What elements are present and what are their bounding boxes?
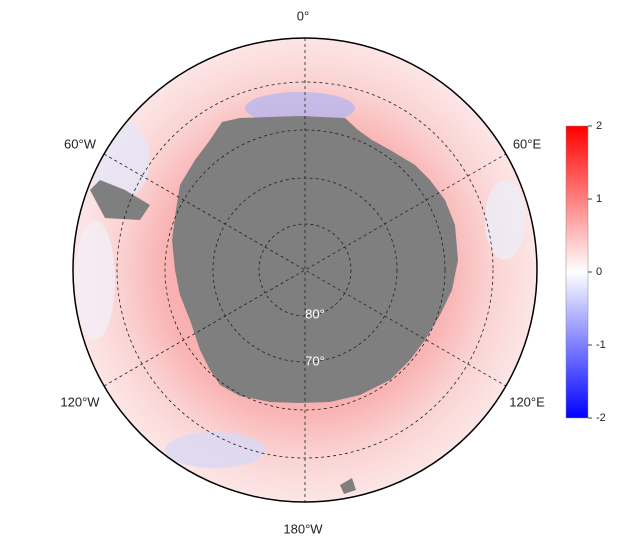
graticule xyxy=(103,38,507,502)
meridian-label: 60°E xyxy=(513,136,542,151)
meridian-label: 0° xyxy=(297,8,309,23)
latitude-label: 80° xyxy=(305,306,325,321)
antarctica xyxy=(172,116,458,403)
latitude-label: 70° xyxy=(305,353,325,368)
island xyxy=(340,478,356,494)
peninsula xyxy=(90,180,150,220)
meridian-label: 60°W xyxy=(64,136,97,151)
meridian-label: 120°E xyxy=(509,394,545,409)
map-boundary xyxy=(72,37,538,503)
meridian-label: 180°W xyxy=(283,521,323,536)
colorbar-tick-label: 1 xyxy=(596,193,602,205)
colorbar-tick-label: 2 xyxy=(596,120,602,132)
colorbar-tick-label: 0 xyxy=(596,266,602,278)
ocean-field xyxy=(73,38,537,502)
colorbar-tick-label: -2 xyxy=(596,412,606,424)
colorbar xyxy=(565,125,589,419)
colorbar-tick-label: -1 xyxy=(596,339,606,351)
meridian-label: 120°W xyxy=(60,394,100,409)
